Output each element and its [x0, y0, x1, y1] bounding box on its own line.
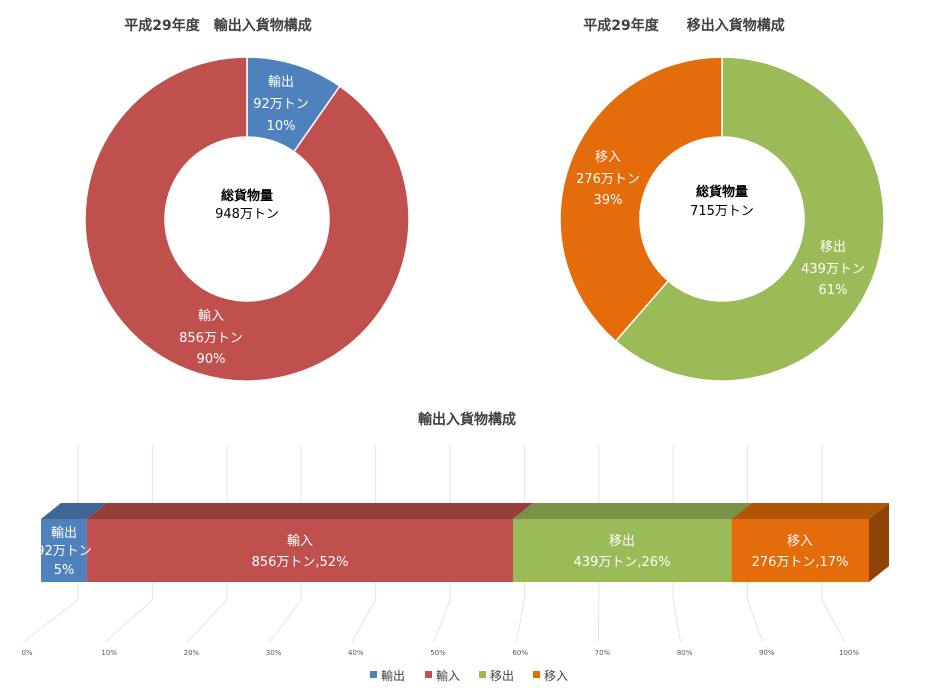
bar-segment-side [869, 503, 889, 582]
data-label-value: 276万トン [576, 172, 640, 187]
x-tick-label: 100% [839, 649, 859, 657]
data-label-name: 輸入 [198, 309, 224, 324]
donut-2-label-inbound: 移入 276万トン 39% [576, 150, 640, 208]
donut-1-center-label: 総貨物量 [221, 188, 273, 204]
donut-2-slice-1 [559, 56, 723, 343]
gridline-floor [187, 599, 228, 643]
x-tick-label: 90% [759, 649, 775, 657]
x-tick-label: 70% [595, 649, 611, 657]
gridline-floor [351, 599, 377, 643]
data-label-percent: 61% [819, 283, 848, 298]
gridline-floor [515, 599, 525, 643]
stacked-bar-chart: 輸出入貨物構成 0% 10% 20% 30% 40% 50% 60% 70% 80% 90% 100… [21, 411, 889, 683]
x-tick-label: 60% [512, 649, 528, 657]
donut-1-title: 平成29年度 輸出入貨物構成 [124, 17, 311, 34]
gridline-floor [672, 599, 682, 643]
data-label-value: 92万トン [36, 544, 92, 559]
donut-chart-2: 平成29年度 移出入貨物構成 総貨物量 715万トン 移出 439万トン 61%… [559, 17, 885, 382]
legend-swatch-import [425, 671, 432, 678]
legend-label-export: 輸出 [381, 668, 405, 683]
donut-1-center-value: 948万トン [215, 207, 279, 222]
x-tick-label: 0% [21, 649, 32, 657]
x-tick-label: 10% [101, 649, 117, 657]
x-tick-label: 80% [677, 649, 693, 657]
legend-swatch-outbound [479, 671, 486, 678]
gridline-floor [433, 599, 451, 643]
data-label-percent: 39% [594, 193, 623, 208]
donut-1-label-import: 輸入 856万トン 90% [179, 309, 243, 367]
donut-2-title: 平成29年度 移出入貨物構成 [583, 17, 784, 34]
bar-label-outbound: 移出 439万トン,26% [574, 534, 671, 570]
data-label-value: 92万トン [253, 97, 309, 112]
bar-chart-title: 輸出入貨物構成 [418, 411, 516, 428]
bar-segment-1 [86, 519, 514, 582]
donut-2-center-value: 715万トン [690, 204, 754, 219]
gridline-floor [821, 599, 846, 643]
donut-2-label-outbound: 移出 439万トン 61% [801, 240, 865, 298]
data-label-value: 276万トン,17% [752, 555, 849, 570]
bar-segment-top-1 [86, 503, 534, 519]
data-label-percent: 10% [267, 119, 296, 134]
data-label-value: 856万トン,52% [252, 555, 349, 570]
gridline-floor [747, 599, 764, 643]
bar-segment-top-2 [513, 503, 752, 519]
bar-segment-top-3 [731, 503, 889, 519]
data-label-percent: 5% [54, 563, 75, 578]
legend-label-inbound: 移入 [544, 669, 568, 683]
data-label-name: 輸入 [287, 534, 313, 549]
legend-swatch-inbound [533, 671, 540, 678]
x-tick-label: 30% [266, 649, 282, 657]
donut-2-slice-0 [614, 56, 885, 382]
legend-swatch-export [370, 671, 377, 678]
data-label-value: 439万トン,26% [574, 555, 671, 570]
x-tick-label: 20% [184, 649, 200, 657]
data-label-name: 移入 [595, 150, 621, 165]
data-label-name: 移出 [820, 240, 846, 255]
gridline-floor [22, 599, 79, 643]
data-label-name: 輸出 [51, 526, 77, 541]
data-label-value: 856万トン [179, 331, 243, 346]
data-label-percent: 90% [197, 352, 226, 367]
x-tick-label: 40% [348, 649, 364, 657]
legend: 輸出 輸入 移出 移入 [370, 668, 568, 683]
legend-label-import: 輸入 [436, 668, 460, 683]
legend-label-outbound: 移出 [490, 669, 514, 683]
donut-1-label-export: 輸出 92万トン 10% [253, 75, 309, 134]
x-tick-label: 50% [430, 649, 446, 657]
donut-chart-1: 平成29年度 輸出入貨物構成 総貨物量 948万トン 輸出 92万トン 10% … [84, 17, 410, 382]
donut-2-center-label: 総貨物量 [696, 184, 748, 200]
bar-segment-top-0 [41, 503, 107, 519]
bar-segment-0 [41, 519, 87, 582]
bar-label-inbound: 移入 276万トン,17% [752, 534, 849, 570]
data-label-name: 輸出 [268, 75, 294, 90]
gridline-floor [269, 599, 302, 643]
data-label-name: 移入 [787, 534, 813, 549]
bar-label-export: 輸出 92万トン 5% [36, 526, 92, 578]
data-label-name: 移出 [609, 534, 635, 549]
data-label-value: 439万トン [801, 262, 865, 277]
gridline-floor [104, 599, 153, 643]
donut-1-slice-1 [84, 56, 410, 382]
bar-segment-3 [731, 519, 869, 582]
bar-label-import: 輸入 856万トン,52% [252, 534, 349, 570]
bar-segment-2 [513, 519, 732, 582]
